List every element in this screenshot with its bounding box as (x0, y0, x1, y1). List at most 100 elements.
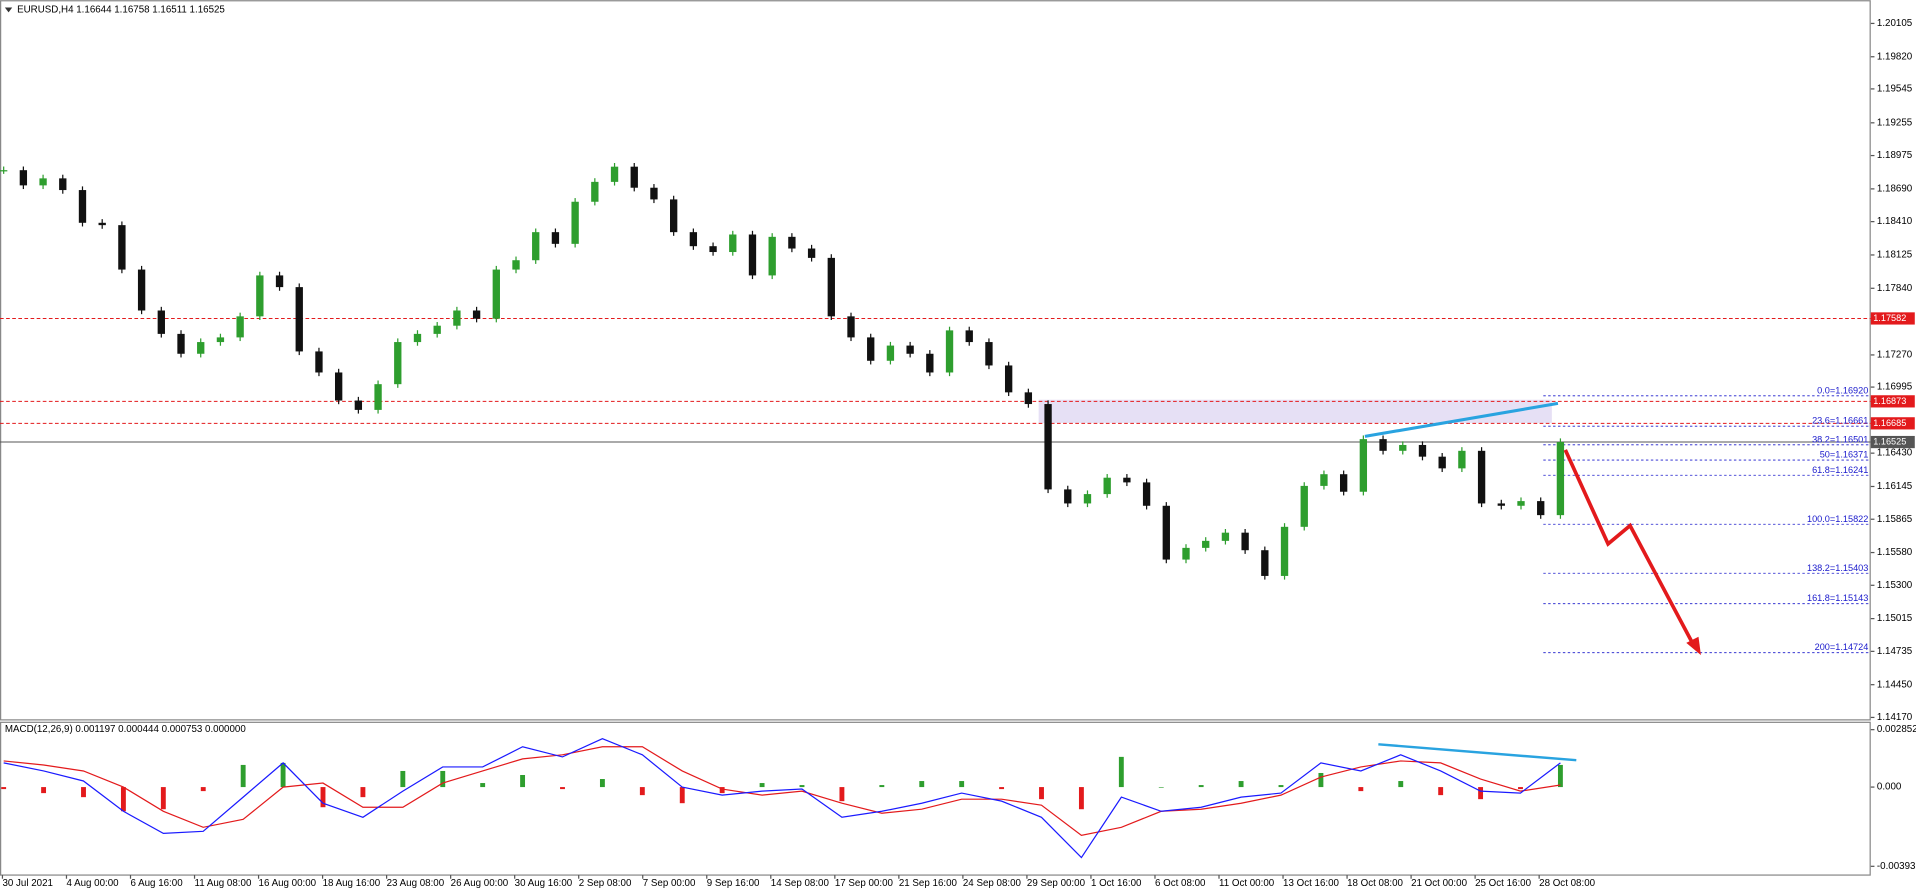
y-tick-label: 1.14170 (1877, 712, 1913, 723)
y-tick-label: 1.15015 (1877, 613, 1913, 624)
y-tick-label: 1.19545 (1877, 83, 1913, 94)
candle (1261, 550, 1269, 576)
candle (157, 310, 165, 334)
candle (788, 236, 796, 249)
candle (591, 181, 599, 202)
candle (413, 333, 422, 343)
candle (98, 222, 106, 226)
candle (256, 275, 264, 317)
candle (965, 330, 973, 343)
macd-histogram (160, 787, 166, 810)
macd-histogram (1278, 785, 1284, 788)
macd-histogram (1118, 756, 1124, 788)
x-tick-label: 4 Aug 00:00 (66, 878, 119, 889)
price-label-box (1870, 312, 1915, 325)
fib-label: 161.8=1.15143 (1807, 593, 1868, 603)
price-label: 1.16685 (1873, 418, 1906, 428)
candle (1004, 365, 1013, 393)
marks: 1.20105 1.19820 1.19545 1.19255 1.18975 1.186… (0, 18, 1916, 889)
x-tick-label: 14 Sep 08:00 (771, 878, 830, 889)
x-tick-label: 1 Oct 16:00 (1091, 878, 1142, 889)
candle (630, 166, 638, 188)
candle (1379, 439, 1387, 451)
candle (78, 190, 87, 223)
macd-histogram (480, 783, 486, 788)
macd-histogram (1, 787, 7, 790)
price-label-box (1870, 435, 1915, 449)
candle (571, 201, 579, 244)
candle (709, 246, 717, 253)
y-tick-label: 1.15865 (1877, 514, 1913, 525)
y-tick-label: 1.16995 (1877, 382, 1913, 393)
fib-label: 0.0=1.16920 (1817, 385, 1868, 395)
macd-histogram (400, 770, 406, 788)
candle (807, 248, 816, 258)
macd-histogram (919, 781, 925, 788)
macd-histogram (81, 787, 86, 798)
candle (650, 187, 658, 200)
macd-histogram (839, 787, 845, 802)
candle (1438, 456, 1446, 469)
y-tick-label: 1.18125 (1877, 250, 1913, 261)
macd-histogram (1039, 787, 1044, 800)
candle (867, 337, 875, 361)
candle (1418, 444, 1427, 457)
candle (433, 325, 441, 334)
x-tick-label: 30 Aug 16:00 (515, 878, 573, 889)
candle (118, 225, 126, 270)
candle (492, 269, 500, 319)
macd-histogram (440, 770, 446, 788)
candle (512, 260, 520, 270)
candle (1517, 501, 1525, 506)
macd-histogram (799, 785, 805, 788)
candle (1477, 450, 1486, 504)
y-tick-label: 1.15580 (1877, 547, 1913, 558)
candle (985, 342, 993, 366)
macd-histogram (1358, 787, 1364, 792)
y-tick-label: 1.15300 (1877, 580, 1913, 591)
x-tick-label: 28 Oct 08:00 (1539, 878, 1595, 889)
candle (394, 342, 402, 385)
candle (59, 178, 67, 191)
macd-histogram (1078, 787, 1084, 810)
y-tick-label: 1.19820 (1877, 51, 1913, 62)
candle (354, 400, 363, 410)
candle (1537, 501, 1545, 516)
menu-arrow[interactable] (4, 7, 13, 13)
candle (1044, 404, 1052, 490)
y-tick-label: 1.14450 (1877, 679, 1913, 690)
candle (1458, 450, 1466, 469)
x-tick-label: 29 Sep 00:00 (1027, 878, 1086, 889)
candle (689, 232, 698, 247)
fib-label: 138.2=1.15403 (1807, 563, 1868, 573)
candle (886, 345, 895, 361)
macd-histogram (879, 785, 885, 788)
macd-histogram (1398, 781, 1404, 788)
candle (334, 372, 343, 401)
candle (945, 330, 954, 373)
macd-y-tick-label: 0.000 (1877, 782, 1902, 793)
supply-zone (1038, 399, 1552, 423)
candle (1241, 532, 1249, 551)
price-label: 1.16525 (1873, 436, 1906, 446)
candle (1556, 442, 1565, 516)
y-tick-label: 1.18975 (1877, 150, 1913, 161)
macd-histogram (639, 787, 645, 796)
candle (0, 170, 8, 172)
y-tick-label: 1.18410 (1877, 216, 1913, 227)
x-tick-label: 30 Jul 2021 (2, 878, 53, 889)
y-tick-label: 1.18690 (1877, 183, 1913, 194)
projection-arrow (1563, 449, 1695, 644)
macd-histogram (1318, 772, 1324, 788)
candle (216, 337, 225, 343)
macd-histogram (520, 774, 526, 788)
price-label: 1.17582 (1873, 313, 1906, 323)
x-tick-label: 9 Sep 16:00 (707, 878, 760, 889)
signal-line (3, 746, 1561, 837)
candle (610, 166, 619, 182)
x-tick-label: 26 Aug 00:00 (451, 878, 509, 889)
x-tick-label: 21 Sep 16:00 (899, 878, 958, 889)
y-tick-label: 1.17840 (1877, 283, 1913, 294)
candle (137, 269, 146, 311)
